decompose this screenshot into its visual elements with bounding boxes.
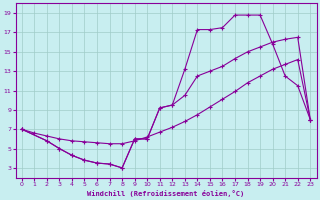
X-axis label: Windchill (Refroidissement éolien,°C): Windchill (Refroidissement éolien,°C) — [87, 190, 245, 197]
